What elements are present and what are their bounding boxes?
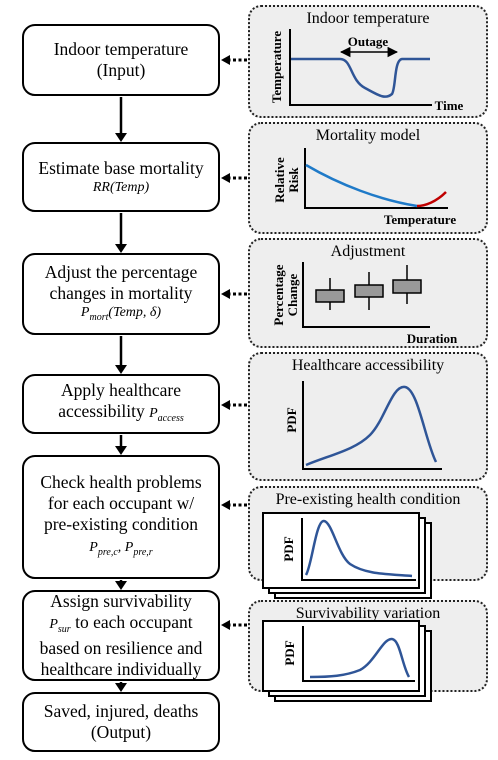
boxplot-1 [315,278,345,310]
flow-arrow-head [115,244,127,253]
chart-pre-existing: PDF [262,512,432,599]
flow-label: Check health problems [40,472,202,493]
flow-arrow-head [115,581,127,590]
panel-mortality-model: Mortality model [248,122,488,234]
flow-box-survivability: Assign survivability Psur to each occupa… [22,590,220,681]
flow-label: Indoor temperature [53,39,189,59]
risk-curve-red [416,191,447,208]
pdf-curve [309,637,411,679]
flow-label: Estimate base mortality [38,157,204,178]
connector-head [221,289,230,299]
x-axis-label: Time [435,98,464,113]
boxplot-2 [354,272,384,310]
flow-label: pre-existing condition [43,514,199,535]
panel-connectors [230,58,247,627]
flow-box-indoor-temperature: Indoor temperature (Input) [22,24,220,96]
connector-head [221,400,230,410]
risk-curve-blue [305,163,418,208]
pdf-curve [304,519,413,578]
panel-title: Pre-existing health condition [275,491,461,508]
connector-head [221,500,230,510]
panel-title: Healthcare accessibility [291,357,445,374]
chart-mortality-model: Temperature Relative Risk [272,148,456,227]
flow-math: Ppre,c, Ppre,r [89,540,153,558]
connector-head [221,173,230,183]
connector-head [221,620,230,630]
panel-healthcare-accessibility: Healthcare accessibility [248,352,488,481]
flow-box-healthcare-accessibility: Apply healthcare accessibility Paccess [22,374,220,434]
outage-label: Outage [348,34,389,49]
flow-arrows [115,97,127,692]
flow-label: Assign survivability [50,590,192,611]
flow-box-output: Saved, injured, deaths (Output) [22,692,220,752]
panel-title: Mortality model [315,127,421,144]
flow-label: Psur to each occupant [49,611,193,635]
flow-label: based on resilience and [39,638,203,659]
chart-indoor-temperature: Outage Time Temperature [269,29,464,113]
flow-label: (Output) [90,722,152,742]
flow-box-check-health: Check health problems for each occupant … [22,455,220,579]
y-axis-label-line1: Relative [272,157,287,203]
chart-healthcare-accessibility: PDF [284,381,442,470]
flow-label: healthcare individually [40,659,202,680]
panel-indoor-temperature: Indoor temperature [248,5,488,118]
flow-label: (Input) [96,60,146,80]
flow-label: Adjust the percentage [44,261,198,282]
x-axis-label: Temperature [384,212,456,227]
chart-survivability-variation: PDF [262,620,432,702]
flow-label: Apply healthcare [60,380,181,401]
temperature-curve [291,57,430,98]
flow-label: for each occupant w/ [47,493,195,514]
boxplot-3 [392,265,422,304]
flow-box-adjust-mortality: Adjust the percentage changes in mortali… [22,253,220,335]
y-axis-label: PDF [282,640,297,665]
flow-math: RR(Temp) [92,179,150,195]
y-axis-label: PDF [284,407,299,432]
panel-title: Survivability variation [295,605,441,622]
chart-adjustment: Duration Percentage Change [271,262,458,346]
flow-box-base-mortality: Estimate base mortality RR(Temp) [22,142,220,212]
connector-heads [221,55,230,630]
pdf-curve [305,385,438,467]
panel-title: Adjustment [330,243,406,260]
flow-arrow-head [115,446,127,455]
y-axis-label-line1: Percentage [271,264,286,325]
flow-arrow-head [115,365,127,374]
y-axis-label-line2: Risk [286,167,301,193]
connector-head [221,55,230,65]
flow-arrow-head [115,683,127,692]
flow-math: Pmort(Temp, δ) [80,304,162,323]
stack-card-front [262,620,420,692]
flow-arrow-head [115,133,127,142]
panel-title: Indoor temperature [306,10,430,27]
flow-label: changes in mortality [49,282,193,303]
y-axis-label-line2: Change [285,273,300,316]
y-axis-label: PDF [281,536,296,561]
flow-label: accessibility Paccess [58,401,184,424]
y-axis-label: Temperature [269,31,284,103]
flow-label: Saved, injured, deaths [43,701,199,721]
x-axis-label: Duration [407,331,458,346]
